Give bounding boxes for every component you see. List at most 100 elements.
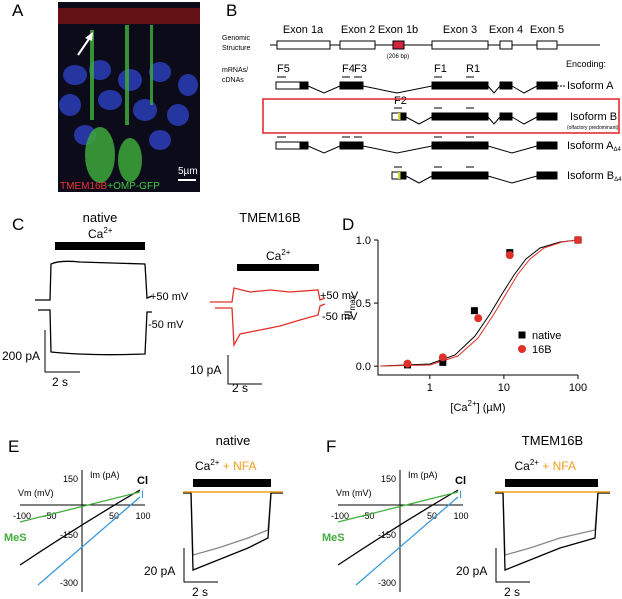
tick-label: -100 [13, 511, 31, 521]
nuclei [59, 60, 198, 150]
point [574, 236, 582, 244]
stim-bar [55, 242, 145, 250]
ca-label: Ca2+ + NFA [515, 458, 576, 473]
iv-curve [19, 489, 141, 566]
scale-bar [183, 548, 218, 583]
shape [178, 74, 198, 96]
arrow-head [85, 32, 93, 41]
curve-label: I [141, 489, 144, 501]
iv-curve [337, 489, 459, 566]
shape [339, 81, 364, 90]
isoform-sub: Δ4 [614, 177, 622, 183]
shape [339, 141, 364, 150]
panel-f: F TMEM16B Im (pA) Vm (mV) 150 -150 -300 -100 -50… [322, 433, 610, 599]
caption-green: +OMP-GFP [107, 181, 160, 192]
shape [511, 85, 538, 94]
iv-curve [37, 496, 141, 586]
scale-label: 10 pA [190, 363, 221, 377]
shape [499, 40, 513, 50]
panel-letter: F [326, 437, 336, 456]
primer: F1 [434, 63, 447, 75]
label: mRNAs/ [222, 67, 248, 74]
stim-bar [505, 479, 598, 487]
legend-marker [518, 345, 526, 353]
y-tick-label: 0.5 [356, 298, 371, 310]
x-tick-label: 100 [569, 382, 587, 394]
primer: F4 [342, 63, 355, 75]
x-tick-label: 1 [427, 382, 433, 394]
shape: Isoform BΔ4 [567, 170, 622, 183]
shape: TMEM16B+OMP-GFP [60, 181, 160, 192]
label: +50 mV [150, 291, 189, 303]
scale-label: 200 pA [2, 349, 40, 363]
label: -50 mV [148, 319, 184, 331]
scale-bar [227, 355, 262, 385]
trace [495, 492, 610, 571]
ca-part: 2+ [530, 458, 539, 467]
shape: Exon 1a Exon 2 Exon 1b (206 bp) Exon 3 E… [283, 24, 564, 60]
tick-label: -50 [361, 511, 374, 521]
trace [35, 260, 153, 356]
point [438, 353, 447, 362]
shape [400, 112, 407, 121]
axis-label: Vm (mV) [336, 488, 372, 498]
y-tick-label: 0.0 [356, 361, 371, 373]
iv-curve [337, 491, 459, 523]
ca-label: Ca2+ [88, 226, 113, 241]
iv-curve [355, 496, 459, 586]
trace [210, 287, 326, 348]
ca-part: Ca [195, 459, 211, 473]
shape [118, 69, 142, 91]
ca-part: Ca [515, 459, 531, 473]
shape [405, 175, 433, 184]
curve-label: MeS [4, 532, 27, 544]
shape [511, 116, 538, 125]
legend-label: native [532, 330, 561, 342]
legend-label: 16B [532, 344, 552, 356]
shape [59, 94, 81, 116]
shape [431, 141, 489, 150]
text-part: 2+ [281, 248, 290, 257]
scale-bar [44, 330, 80, 373]
ca-part: + NFA [219, 459, 256, 473]
shape [487, 85, 501, 94]
tick-label: -50 [43, 511, 56, 521]
curve-label: Cl [455, 475, 466, 487]
tick-label: -150 [378, 530, 396, 540]
fit-line [379, 239, 579, 367]
panel-letter: D [342, 215, 354, 234]
label: Exon 4 [489, 24, 523, 36]
tick-label: 100 [453, 511, 468, 521]
label: (206 bp) [387, 54, 409, 60]
tick-label: 50 [427, 511, 437, 521]
subtitle: native [83, 210, 118, 225]
legend-marker [518, 331, 526, 339]
primer-arrows [277, 76, 474, 168]
point [439, 358, 447, 366]
shape [536, 141, 558, 150]
label: Exon 3 [443, 24, 477, 36]
shape [63, 65, 87, 85]
text-part: 2+ [103, 226, 112, 235]
scale-label: 5µm [178, 166, 198, 177]
splice-lines [307, 85, 565, 184]
text-part: Ca [88, 227, 104, 241]
shape [276, 40, 331, 50]
ca-part: 2+ [210, 458, 219, 467]
isoform-sub: Δ4 [613, 147, 621, 153]
tick-label: 50 [109, 511, 119, 521]
label: Encoding: [566, 59, 606, 69]
scale-label: 2 s [52, 375, 68, 389]
label: Genomic [222, 35, 251, 42]
x-axis-label: [Ca2+] (µM) [450, 399, 505, 414]
point [470, 307, 478, 315]
x-axis-label-part: 2+ [468, 399, 477, 408]
tick-label: 100 [135, 511, 150, 521]
tick-label: -100 [331, 511, 349, 521]
axis [377, 240, 578, 376]
shape [299, 141, 309, 150]
shape [405, 116, 433, 125]
